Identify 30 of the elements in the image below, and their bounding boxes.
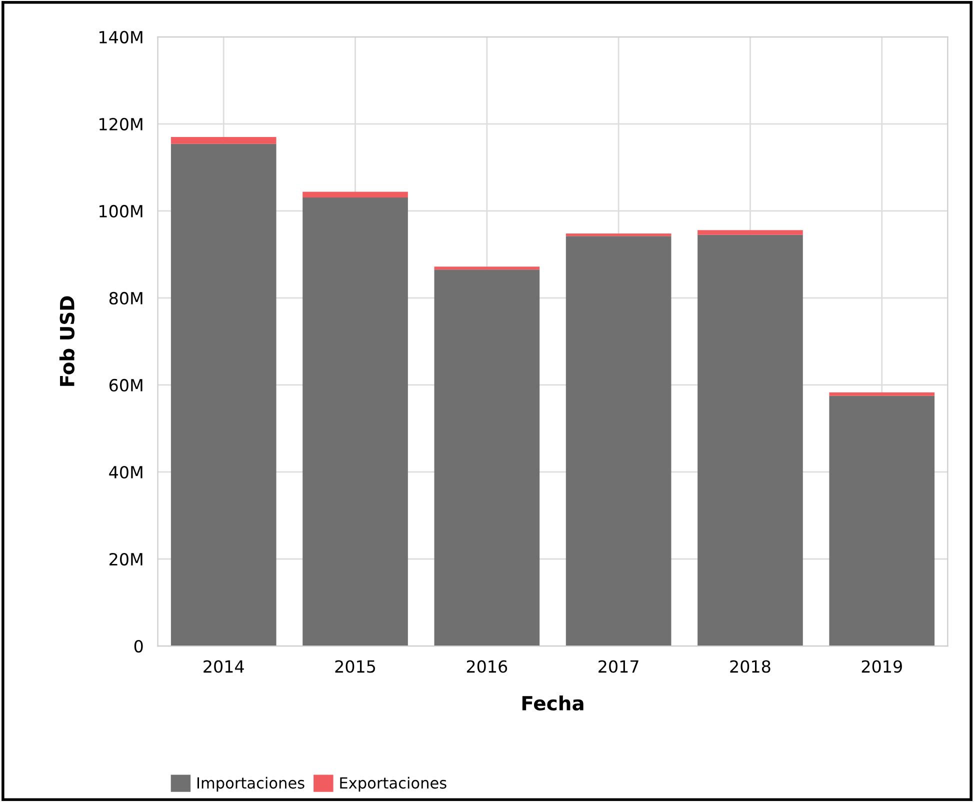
bar <box>566 236 672 646</box>
x-axis-title: Fecha <box>522 695 584 711</box>
bar <box>434 266 540 270</box>
bar <box>566 234 672 236</box>
bar <box>698 234 803 646</box>
y-tick-label: 80M <box>109 292 142 305</box>
y-tick-label: 20M <box>110 552 142 566</box>
bar <box>698 230 803 235</box>
y-tick-label: 60M <box>109 378 142 392</box>
x-tick-label: 2014 <box>204 660 244 673</box>
x-tick-label: 2016 <box>466 660 508 673</box>
y-tick-label: 100M <box>100 204 142 218</box>
x-tick-label: 2018 <box>730 660 770 673</box>
bar <box>434 270 540 646</box>
y-tick-label: 40M <box>109 466 142 479</box>
legend-label: Importaciones <box>197 776 304 792</box>
y-tick-label: 0 <box>134 640 143 653</box>
x-tick-label: 2015 <box>335 660 376 673</box>
bar <box>302 197 408 646</box>
x-tick-label: 2019 <box>862 660 902 673</box>
y-axis-title: Fob USD <box>59 296 74 386</box>
bar <box>829 392 935 396</box>
bar <box>302 192 408 198</box>
legend-label: Exportaciones <box>340 776 446 792</box>
bar <box>829 396 935 646</box>
y-tick-label: 140M <box>100 30 142 44</box>
bar <box>170 136 276 144</box>
y-tick-label: 120M <box>100 118 142 130</box>
bar <box>170 144 276 646</box>
x-tick-label: 2017 <box>598 660 638 673</box>
